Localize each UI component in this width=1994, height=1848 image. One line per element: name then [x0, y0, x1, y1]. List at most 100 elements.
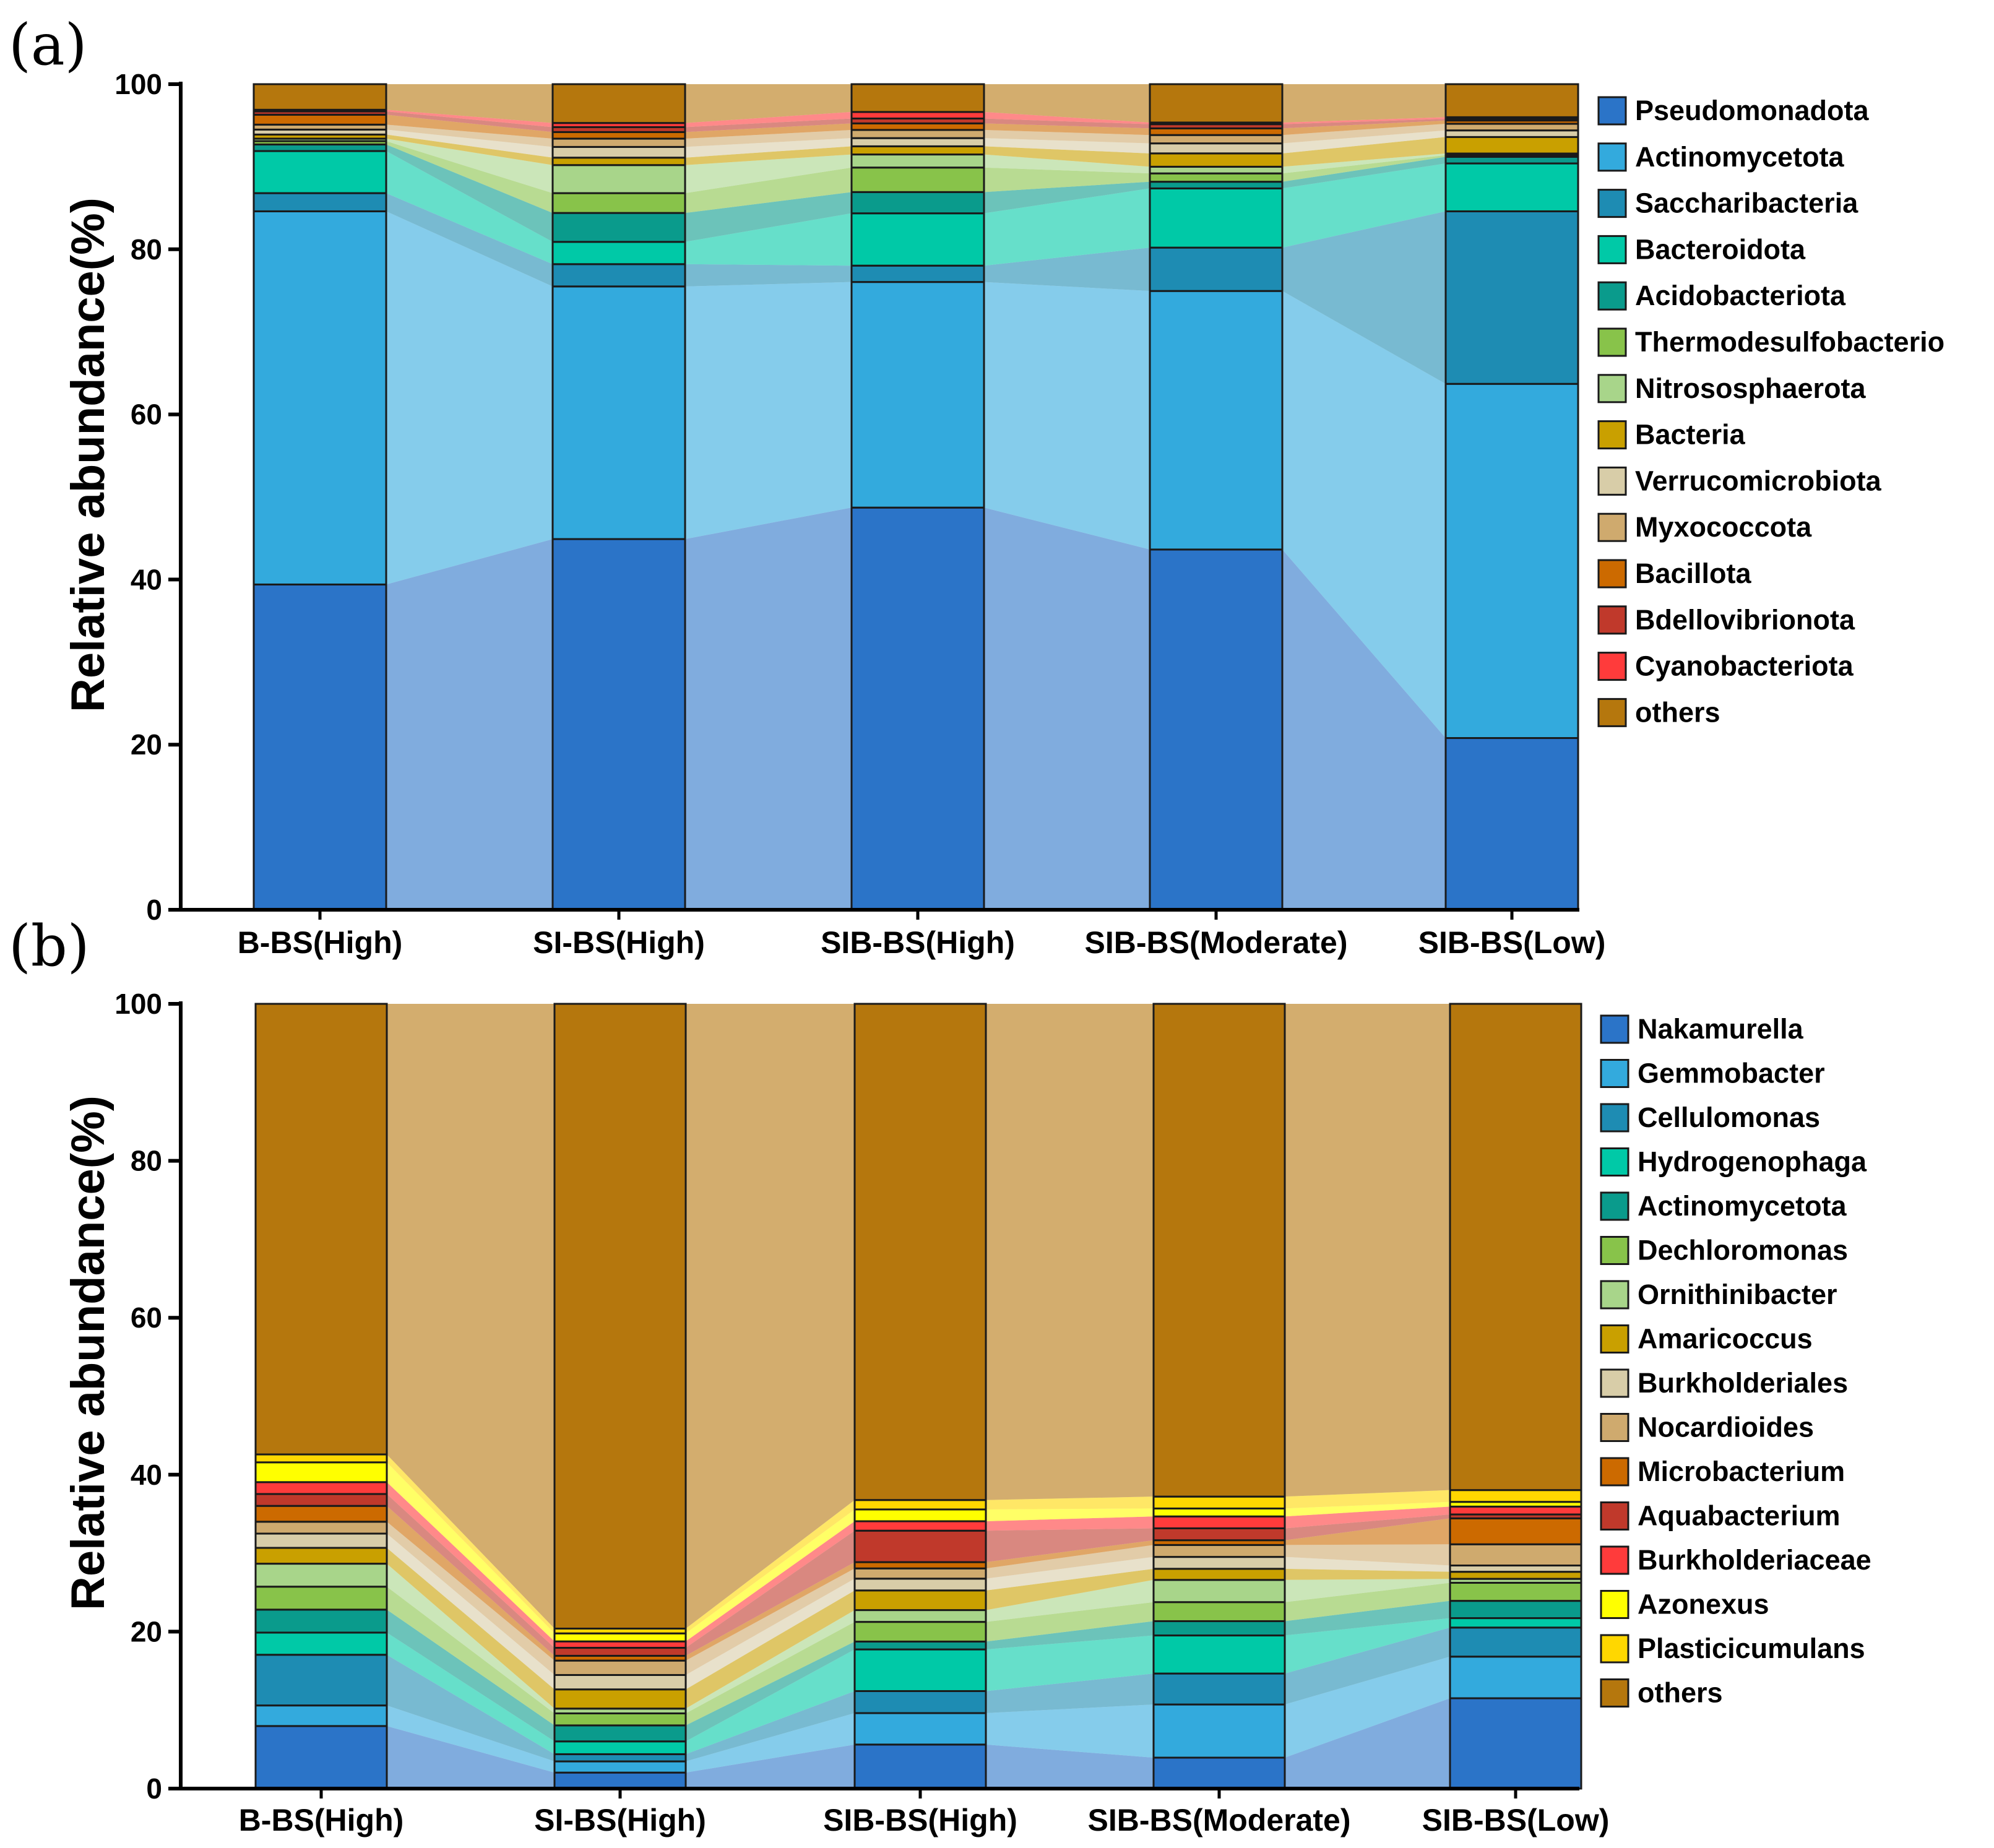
- legend-label-nakamurella: Nakamurella: [1638, 1013, 1804, 1045]
- legend-swatch-nakamurella: [1600, 1014, 1629, 1044]
- bar-layer-b: [254, 1003, 1582, 1790]
- legend-label-nitrososphaerota: Nitrososphaerota: [1635, 373, 1867, 404]
- bar-segment-myxococcota-si-bs-high: [551, 137, 686, 148]
- flow-bdellovibrionota-2-3: [984, 118, 1150, 129]
- legend-swatch-gemmobacter: [1600, 1059, 1629, 1088]
- bar-segment-nakamurella-sib-bs-high: [853, 1743, 987, 1790]
- legend-swatch-hydrogenophaga: [1600, 1147, 1629, 1177]
- flow-myxococcota-0-1: [386, 124, 553, 147]
- y-tick-label-a-80: 80: [131, 233, 162, 266]
- axes-b: 0 20 40 60 80 100 B-BS(High) SI-BS(High) SIB-BS(…: [114, 988, 1609, 1837]
- bar-segment-dechloromonas-sib-bs-low: [1449, 1581, 1582, 1602]
- bar-segment-microbacterium-b-bs-high: [254, 1505, 388, 1523]
- legend-swatch-others: [1600, 1678, 1629, 1708]
- flow-dechloromonas-3-4: [1285, 1582, 1450, 1621]
- bar-segment-aquabacterium-sib-bs-high: [853, 1529, 987, 1563]
- legend-label-actinomycetota: Actinomycetota: [1638, 1190, 1847, 1222]
- x-tick-label-a-sib-bs-high: SIB-BS(High): [821, 925, 1015, 960]
- flow-acidobacteriota-1-2: [685, 192, 852, 242]
- flow-nakamurella-3-4: [1285, 1698, 1450, 1789]
- legend-label-microbacterium: Microbacterium: [1638, 1456, 1845, 1487]
- bar-segment-verrucomicrobiota-sib-bs-high: [850, 137, 985, 147]
- bar-segment-nakamurella-si-bs-high: [553, 1771, 687, 1790]
- flow-microbacterium-0-1: [387, 1506, 555, 1661]
- flow-ornithinibacter-2-3: [986, 1579, 1154, 1622]
- bar-segment-plasticicumulans-sib-bs-high: [853, 1499, 987, 1511]
- flow-bacillota-1-2: [685, 123, 852, 139]
- bar-segment-hydrogenophaga-sib-bs-moderate: [1152, 1634, 1286, 1675]
- flow-thermodesulfobacterio-1-2: [685, 167, 852, 214]
- flow-nocardioides-3-4: [1285, 1544, 1450, 1566]
- flow-bacteria-0-1: [386, 134, 553, 165]
- flow-actinomycetota-2-3: [986, 1621, 1154, 1650]
- flow-bacillota-3-4: [1282, 120, 1446, 136]
- bar-segment-actinomycetota-sib-bs-low: [1444, 382, 1579, 740]
- bar-segment-hydrogenophaga-si-bs-high: [553, 1740, 687, 1755]
- legend-label-dechloromonas: Dechloromonas: [1638, 1235, 1848, 1266]
- flow-actinomycetota-1-2: [685, 282, 852, 540]
- bar-segment-bacteria-si-bs-high: [551, 157, 686, 166]
- bar-segment-amaricoccus-sib-bs-low: [1449, 1571, 1582, 1580]
- axes-a: 0 20 40 60 80 100 B-BS(High) SI-BS(High) SIB-BS(…: [114, 68, 1605, 960]
- bar-segment-nakamurella-sib-bs-low: [1449, 1697, 1582, 1790]
- flow-thermodesulfobacterio-0-1: [386, 141, 553, 214]
- bar-segment-others-b-bs-high: [252, 83, 387, 111]
- legend-label-cyanobacteriota: Cyanobacteriota: [1635, 650, 1854, 682]
- bar-segment-thermodesulfobacterio-si-bs-high: [551, 192, 686, 214]
- flow-amaricoccus-1-2: [686, 1590, 855, 1709]
- bar-segment-azonexus-sib-bs-moderate: [1152, 1507, 1286, 1518]
- legend-label-bacillota: Bacillota: [1635, 558, 1752, 589]
- legend-swatch-acidobacteriota: [1597, 281, 1627, 311]
- flow-burkholderiales-3-4: [1285, 1557, 1450, 1572]
- bar-segment-cellulomonas-si-bs-high: [553, 1753, 687, 1763]
- bar-segment-others-si-bs-high: [553, 1003, 687, 1630]
- legend-swatch-bacteroidota: [1597, 235, 1627, 264]
- bar-segment-gemmobacter-si-bs-high: [553, 1760, 687, 1774]
- legend-label-others: others: [1638, 1677, 1723, 1709]
- bar-segment-others-sib-bs-moderate: [1152, 1003, 1286, 1498]
- legend-swatch-burkholderiaceae: [1600, 1545, 1629, 1575]
- legend-swatch-bacillota: [1597, 559, 1627, 589]
- flow-burkholderiaceae-0-1: [387, 1482, 555, 1648]
- flow-actinomycetota-2-3: [984, 282, 1150, 550]
- legend-label-cellulomonas: Cellulomonas: [1638, 1102, 1820, 1133]
- flow-acidobacteriota-3-4: [1282, 157, 1446, 189]
- bar-segment-nitrososphaerota-si-bs-high: [551, 164, 686, 194]
- bar-segment-nocardioides-b-bs-high: [254, 1521, 388, 1535]
- chart-panel-b: (b) Relative abundance(%) 0 20 40 60 80 100 B-…: [9, 913, 1871, 1837]
- bar-segment-others-sib-bs-low: [1449, 1003, 1582, 1492]
- flow-aquabacterium-2-3: [986, 1528, 1154, 1563]
- flow-layer-b: [387, 1004, 1450, 1789]
- legend-swatch-burkholderiales: [1600, 1368, 1629, 1398]
- legend-b: Nakamurella Gemmobacter Cellulomonas Hydrog…: [1600, 1013, 1871, 1709]
- chart-panel-a: (a) Relative abundance(%) 0 20 40 60 80 100 B-…: [9, 12, 1944, 960]
- panel-label-a: (a): [9, 12, 87, 78]
- flow-nocardioides-0-1: [387, 1521, 555, 1675]
- flow-nocardioides-1-2: [686, 1568, 855, 1675]
- bar-segment-actinomycetota-si-bs-high: [551, 285, 686, 540]
- flow-bacteroidota-2-3: [984, 188, 1150, 266]
- flow-actinomycetota-3-4: [1285, 1600, 1450, 1636]
- legend-label-bacteria: Bacteria: [1635, 419, 1746, 451]
- legend-label-amaricoccus: Amaricoccus: [1638, 1323, 1813, 1355]
- bar-segment-aquabacterium-b-bs-high: [254, 1493, 388, 1507]
- legend-label-bdellovibrionota: Bdellovibrionota: [1635, 604, 1855, 636]
- bar-segment-others-sib-bs-moderate: [1149, 83, 1284, 124]
- flow-plasticicumulans-3-4: [1285, 1490, 1450, 1509]
- bar-segment-burkholderiales-sib-bs-moderate: [1152, 1556, 1286, 1570]
- bar-segment-burkholderiales-sib-bs-low: [1449, 1565, 1582, 1573]
- legend-swatch-aquabacterium: [1600, 1501, 1629, 1531]
- flow-burkholderiaceae-1-2: [686, 1521, 855, 1648]
- bar-segment-bacteroidota-sib-bs-moderate: [1149, 187, 1284, 249]
- flow-thermodesulfobacterio-2-3: [984, 167, 1150, 192]
- legend-swatch-bdellovibrionota: [1597, 605, 1627, 635]
- bar-segment-saccharibacteria-si-bs-high: [551, 263, 686, 288]
- flow-others-0-1: [386, 84, 553, 123]
- bar-segment-nocardioides-sib-bs-moderate: [1152, 1544, 1286, 1558]
- flow-cyanobacteriota-1-2: [685, 111, 852, 127]
- legend-swatch-actinomycetota: [1600, 1191, 1629, 1221]
- flow-layer-a: [386, 84, 1446, 910]
- legend-swatch-cyanobacteriota: [1597, 652, 1627, 681]
- bar-segment-nocardioides-sib-bs-low: [1449, 1543, 1582, 1567]
- bar-segment-ornithinibacter-b-bs-high: [254, 1563, 388, 1588]
